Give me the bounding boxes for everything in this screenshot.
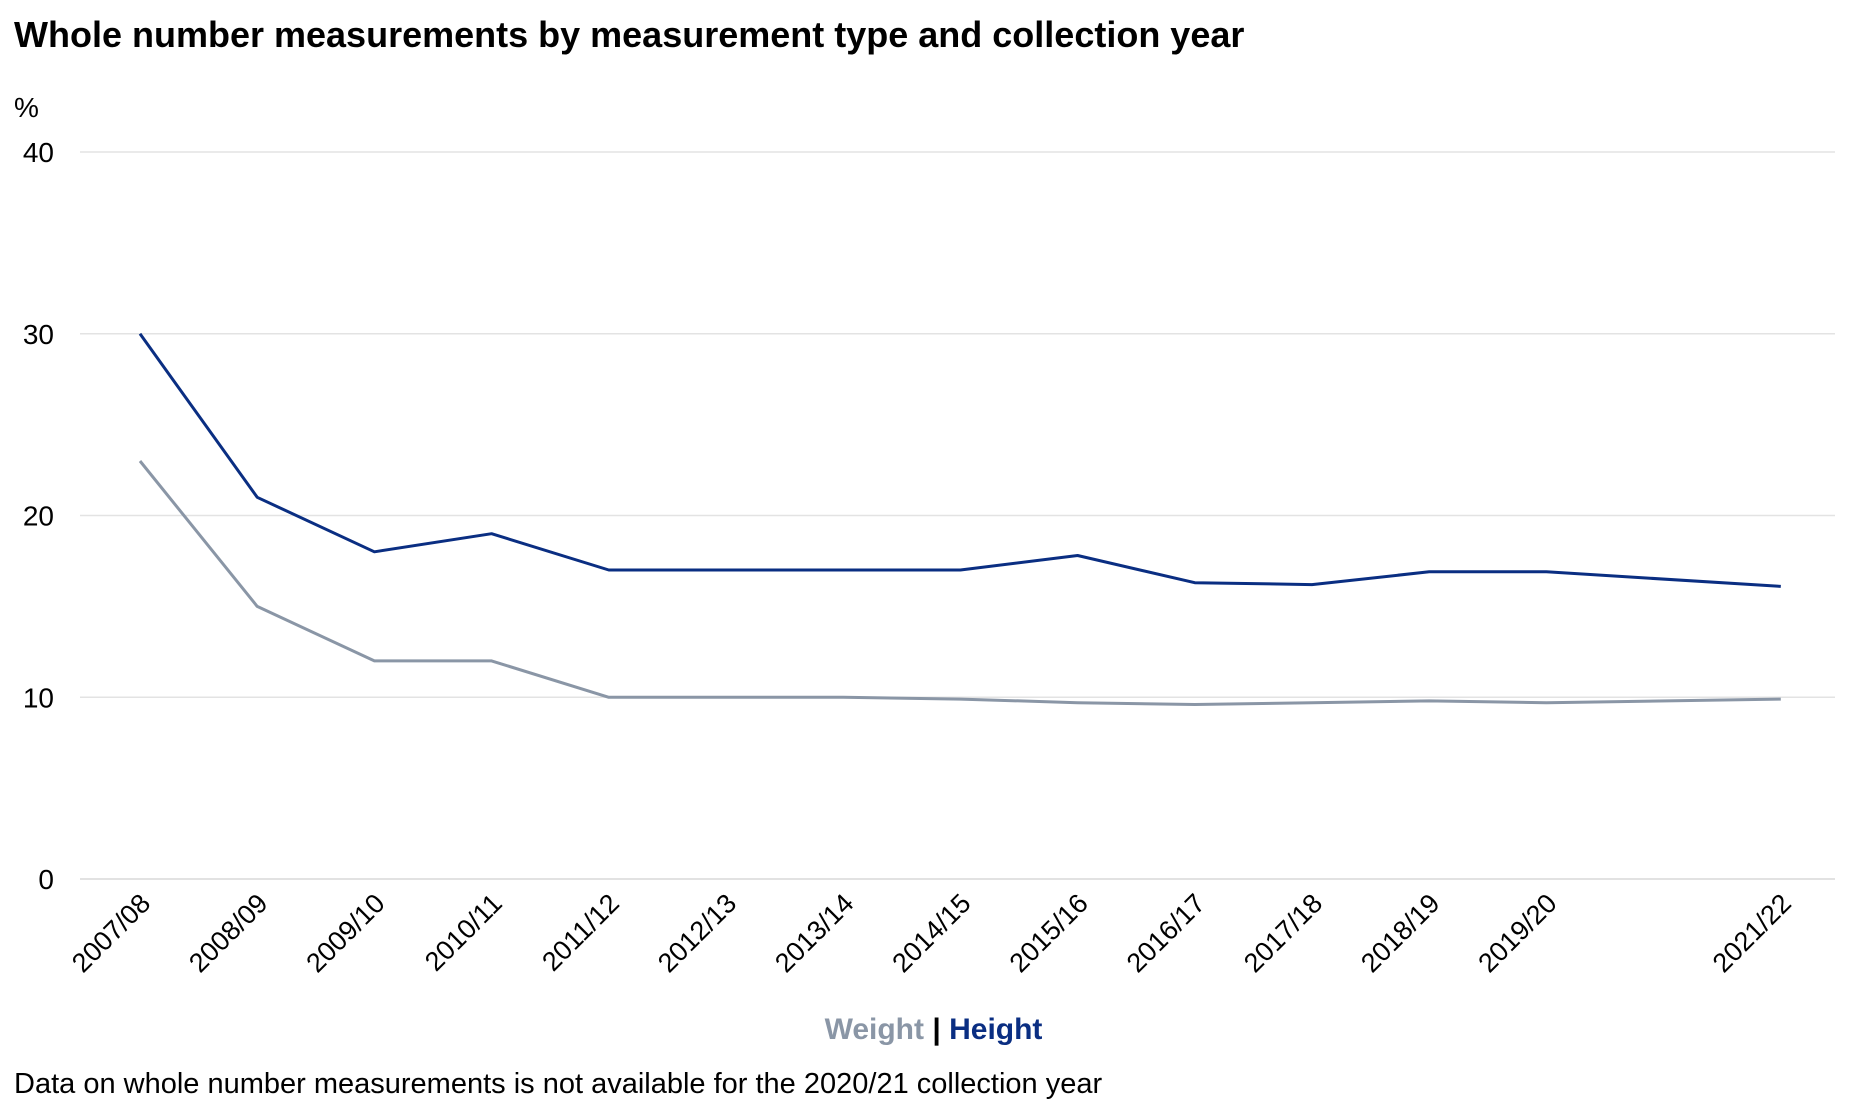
y-tick-label: 20 xyxy=(23,501,54,532)
x-tick-label: 2016/17 xyxy=(1121,888,1211,978)
x-tick-label: 2008/09 xyxy=(183,888,273,978)
x-tick-label: 2009/10 xyxy=(300,888,390,978)
x-tick-label: 2019/20 xyxy=(1472,888,1562,978)
series-lines xyxy=(138,332,1781,706)
x-tick-label: 2007/08 xyxy=(66,888,156,978)
x-tick-label: 2013/14 xyxy=(769,888,859,978)
y-tick-label: 40 xyxy=(23,137,54,168)
y-axis-unit-label: % xyxy=(14,92,39,123)
series-line-weight xyxy=(138,460,1781,706)
legend: Weight | Height xyxy=(0,1013,1867,1047)
x-tick-label: 2012/13 xyxy=(652,888,742,978)
x-tick-label: 2011/12 xyxy=(536,888,625,977)
footnote: Data on whole number measurements is not… xyxy=(14,1068,1103,1100)
legend-item-weight: Weight xyxy=(824,1013,924,1046)
y-tick-label: 10 xyxy=(23,682,54,713)
series-line-height xyxy=(138,332,1781,588)
x-tick-label: 2014/15 xyxy=(886,888,976,978)
x-tick-label: 2021/22 xyxy=(1707,888,1797,978)
x-tick-label: 2018/19 xyxy=(1355,888,1445,978)
x-tick-label: 2010/11 xyxy=(419,888,508,977)
chart-title: Whole number measurements by measurement… xyxy=(14,14,1245,55)
legend-separator: | xyxy=(932,1013,941,1046)
legend-item-height: Height xyxy=(949,1013,1043,1046)
gridlines xyxy=(80,151,1835,880)
x-tick-label: 2017/18 xyxy=(1238,888,1328,978)
y-tick-label: 0 xyxy=(38,864,54,895)
x-tick-label: 2015/16 xyxy=(1004,888,1094,978)
y-axis-ticks: 0 10 20 30 40 xyxy=(23,137,54,895)
x-axis-ticks: 2007/08 2008/09 2009/10 2010/11 2011/12 2012/… xyxy=(66,888,1797,978)
y-tick-label: 30 xyxy=(23,319,54,350)
